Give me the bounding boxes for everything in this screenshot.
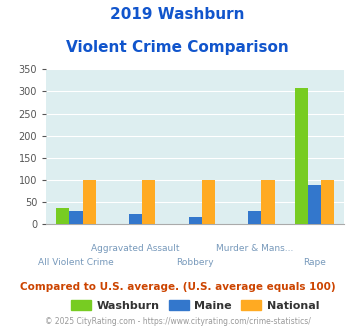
- Bar: [261, 180, 274, 224]
- Text: Rape: Rape: [303, 258, 326, 267]
- Bar: [189, 217, 202, 224]
- Text: Robbery: Robbery: [176, 258, 214, 267]
- Text: Murder & Mans...: Murder & Mans...: [216, 244, 294, 253]
- Text: All Violent Crime: All Violent Crime: [38, 258, 114, 267]
- Text: © 2025 CityRating.com - https://www.cityrating.com/crime-statistics/: © 2025 CityRating.com - https://www.city…: [45, 317, 310, 326]
- Text: Aggravated Assault: Aggravated Assault: [91, 244, 180, 253]
- Bar: [129, 214, 142, 224]
- Bar: [308, 185, 321, 224]
- Text: Violent Crime Comparison: Violent Crime Comparison: [66, 40, 289, 54]
- Bar: [82, 180, 95, 224]
- Bar: [248, 211, 261, 224]
- Text: Compared to U.S. average. (U.S. average equals 100): Compared to U.S. average. (U.S. average …: [20, 282, 335, 292]
- Legend: Washburn, Maine, National: Washburn, Maine, National: [67, 295, 323, 315]
- Bar: [321, 180, 334, 224]
- Text: 2019 Washburn: 2019 Washburn: [110, 7, 245, 21]
- Bar: [295, 88, 308, 224]
- Bar: [56, 209, 70, 224]
- Bar: [70, 211, 82, 224]
- Bar: [202, 180, 215, 224]
- Bar: [142, 180, 155, 224]
